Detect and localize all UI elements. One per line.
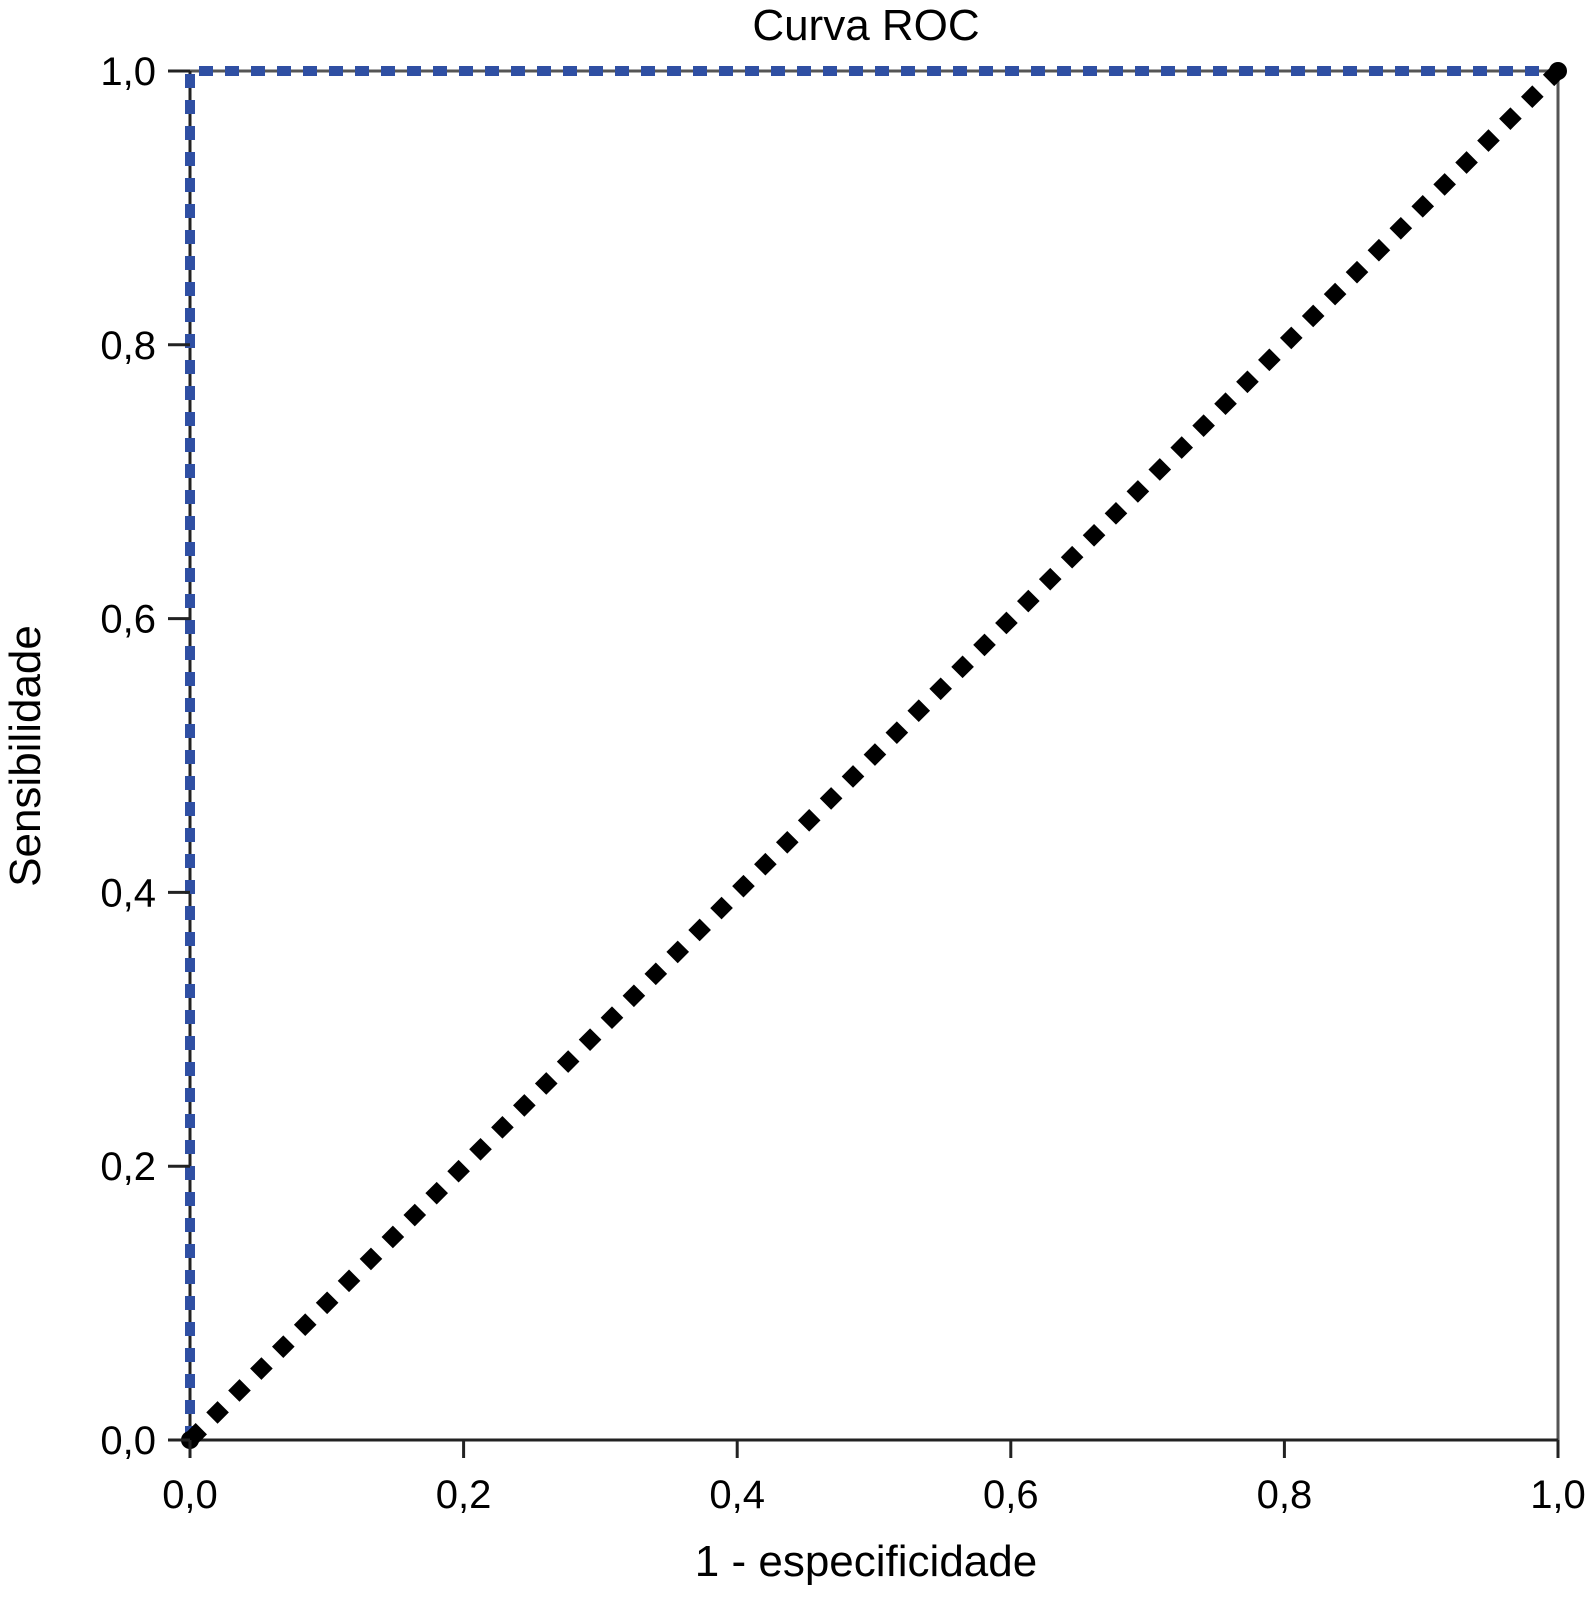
y-tick-label-5: 1,0 (100, 50, 156, 94)
y-tick-label-0: 0,0 (100, 1419, 156, 1463)
x-axis: 0,0 0,2 0,4 0,6 0,8 1,0 (162, 1440, 1586, 1517)
y-tick-label-4: 0,8 (100, 324, 156, 368)
chart-title: Curva ROC (752, 1, 979, 50)
series-layer (181, 62, 1567, 1449)
x-tick-label-0: 0,0 (162, 1473, 218, 1517)
x-axis-label: 1 - especificidade (695, 1537, 1037, 1586)
x-tick-label-3: 0,6 (983, 1473, 1039, 1517)
y-axis: 0,0 0,2 0,4 0,6 0,8 1,0 (100, 50, 190, 1463)
x-tick-label-2: 0,4 (709, 1473, 765, 1517)
y-axis-label: Sensibilidade (1, 625, 50, 887)
y-tick-label-3: 0,6 (100, 598, 156, 642)
series-point-end (1549, 62, 1567, 80)
y-tick-label-2: 0,4 (100, 871, 156, 915)
x-tick-label-5: 1,0 (1530, 1473, 1586, 1517)
x-tick-label-4: 0,8 (1257, 1473, 1313, 1517)
y-tick-label-1: 0,2 (100, 1145, 156, 1189)
x-tick-label-1: 0,2 (436, 1473, 492, 1517)
series-line-1 (184, 65, 1564, 1446)
